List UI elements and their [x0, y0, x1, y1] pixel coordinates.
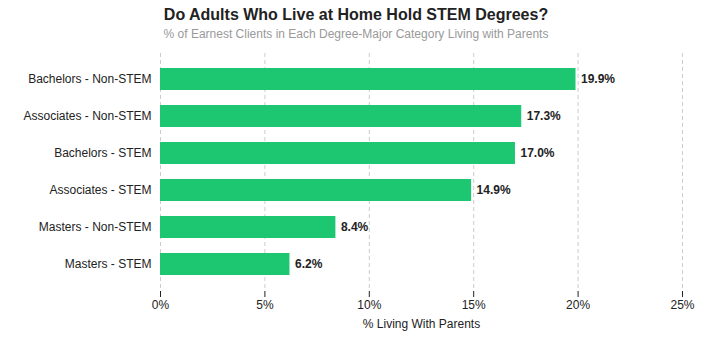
svg-text:25%: 25% — [670, 298, 694, 312]
svg-text:6.2%: 6.2% — [295, 257, 323, 271]
svg-text:15%: 15% — [462, 298, 486, 312]
html-text:% of Earnest Clients in Each D: % of Earnest Clients in Each Degree-Majo… — [163, 27, 549, 41]
svg-text:Bachelors - Non-STEM: Bachelors - Non-STEM — [28, 72, 151, 86]
svg-text:% Living With Parents: % Living With Parents — [363, 317, 480, 331]
svg-text:Masters - Non-STEM: Masters - Non-STEM — [39, 220, 152, 234]
svg-text:Masters - STEM: Masters - STEM — [65, 257, 152, 271]
svg-text:20%: 20% — [566, 298, 590, 312]
svg-text:Associates - STEM: Associates - STEM — [49, 183, 151, 197]
svg-text:0%: 0% — [152, 298, 170, 312]
svg-text:Associates - Non-STEM: Associates - Non-STEM — [23, 109, 151, 123]
svg-text:19.9%: 19.9% — [581, 72, 615, 86]
svg-text:5%: 5% — [256, 298, 274, 312]
svg-text:17.0%: 17.0% — [520, 146, 554, 160]
svg-text:Bachelors - STEM: Bachelors - STEM — [54, 146, 151, 160]
svg-text:17.3%: 17.3% — [527, 109, 561, 123]
svg-text:10%: 10% — [357, 298, 381, 312]
svg-text:14.9%: 14.9% — [477, 183, 511, 197]
html-text:Do Adults Who Live at Home Hol: Do Adults Who Live at Home Hold STEM Deg… — [163, 6, 549, 23]
svg-text:8.4%: 8.4% — [341, 220, 369, 234]
